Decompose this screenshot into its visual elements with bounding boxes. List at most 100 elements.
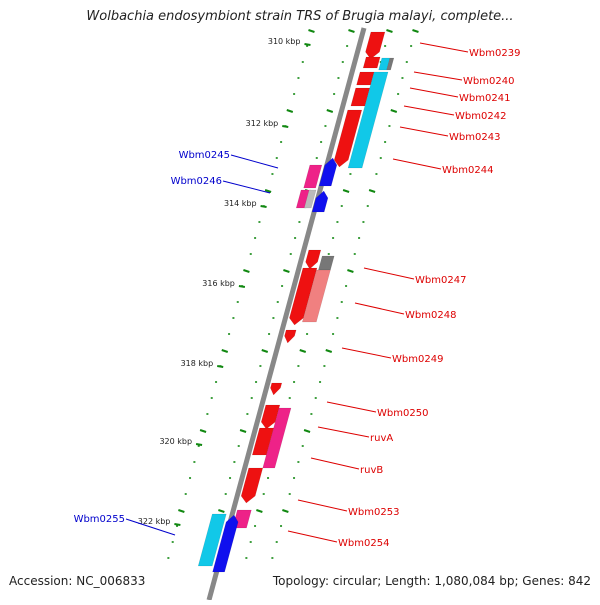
gene-label: Wbm0254 [338, 538, 389, 549]
label-leader-line [297, 499, 348, 512]
forward-dot-track [390, 109, 398, 113]
label-leader-line [222, 180, 271, 194]
kbp-tick-label: 314 kbp [224, 199, 257, 208]
label-leader-line [125, 518, 176, 536]
inner-dot-track [218, 509, 225, 513]
gene-label: ruvB [360, 465, 383, 476]
gene-block [311, 190, 329, 213]
gene-label: Wbm0255 [74, 514, 125, 525]
gene-block [347, 71, 389, 169]
kbp-tick-label: 316 kbp [202, 279, 235, 288]
label-leader-line [310, 457, 360, 470]
kbp-tick [195, 443, 203, 446]
label-leader-line [399, 126, 449, 137]
inner-dot-track [283, 269, 290, 273]
gene-block [212, 514, 239, 573]
genes-layer [197, 31, 395, 573]
gene-block [333, 109, 363, 168]
label-leader-line [230, 154, 279, 169]
inner-dot-track [348, 29, 355, 33]
gene-label: Wbm0247 [415, 275, 466, 286]
accession-text: Accession: NC_006833 [9, 574, 146, 588]
gene-block [305, 249, 322, 270]
gene-label: Wbm0239 [469, 48, 520, 59]
gene-block [318, 157, 338, 187]
kbp-tick-label: 322 kbp [138, 517, 171, 526]
gene-label: Wbm0246 [171, 176, 222, 187]
label-leader-line [354, 302, 405, 315]
forward-inner-dot-track [386, 29, 393, 33]
label-leader-line [403, 105, 455, 116]
label-leader-line [413, 71, 463, 81]
kbp-tick-label: 310 kbp [268, 37, 301, 46]
gene-label: Wbm0249 [392, 354, 443, 365]
gene-block [365, 31, 386, 60]
gene-label: Wbm0248 [405, 310, 456, 321]
gene-label: Wbm0244 [442, 165, 493, 176]
forward-dot-track [347, 269, 354, 273]
kbp-tick [282, 125, 289, 128]
forward-dot-track [368, 189, 376, 193]
gene-label: Wbm0245 [179, 150, 230, 161]
reverse-dot-track [178, 509, 185, 513]
reverse-dot-track [286, 109, 294, 113]
gene-label: Wbm0240 [463, 76, 514, 87]
kbp-tick [304, 43, 311, 46]
gene-block [284, 329, 297, 344]
kbp-tick-label: 312 kbp [246, 119, 279, 128]
gene-label: Wbm0250 [377, 408, 428, 419]
gene-block [251, 427, 274, 456]
label-leader-line [419, 42, 469, 53]
kbp-tick-label: 320 kbp [159, 437, 192, 446]
kbp-tick [174, 523, 181, 526]
genome-backbone [206, 27, 367, 601]
label-leader-line [363, 267, 415, 280]
labels-layer: 310 kbp 312 kbp 314 kbp 316 kbp 318 kbp 320 k… [74, 37, 521, 549]
gene-block [303, 164, 323, 189]
gene-block [240, 467, 264, 504]
gene-block [301, 269, 331, 323]
reverse-dot-track [221, 349, 229, 353]
label-leader-line [392, 158, 442, 170]
kbp-tick-label: 318 kbp [181, 359, 214, 368]
forward-dot-track [282, 509, 289, 513]
reverse-dot-track [264, 189, 272, 193]
gene-block [318, 255, 335, 271]
genome-title: Wolbachia endosymbiont strain TRS of Bru… [86, 9, 514, 24]
gene-block [303, 189, 317, 209]
gene-label: Wbm0241 [459, 93, 510, 104]
label-leader-line [409, 87, 459, 98]
forward-dot-track [325, 349, 333, 353]
reverse-dot-track [199, 429, 207, 433]
forward-dot-track [303, 429, 311, 433]
reverse-dot-track [243, 269, 250, 273]
forward-inner-dot-track [299, 349, 307, 353]
gene-block [289, 267, 318, 326]
kbp-tick [238, 285, 246, 288]
gene-label: Wbm0242 [455, 111, 506, 122]
forward-dot-track [412, 29, 419, 33]
gene-block [260, 404, 281, 430]
label-leader-line [326, 401, 377, 413]
forward-inner-dot-track [342, 189, 350, 193]
gene-block [270, 382, 283, 396]
reverse-dot-track [308, 29, 315, 33]
forward-inner-dot-track [256, 509, 263, 513]
label-leader-line [341, 347, 392, 359]
gene-label: Wbm0243 [449, 132, 500, 143]
kbp-tick [260, 205, 267, 208]
genome-summary-text: Topology: circular; Length: 1,080,084 bp… [272, 574, 591, 588]
gene-label: Wbm0253 [348, 507, 399, 518]
inner-dot-track [326, 109, 334, 113]
gene-block [197, 513, 227, 567]
inner-dot-track [239, 429, 247, 433]
gene-label: ruvA [370, 433, 393, 444]
inner-dot-track [261, 349, 269, 353]
label-leader-line [317, 426, 370, 438]
kbp-tick [217, 365, 224, 368]
label-leader-line [287, 530, 338, 543]
gene-block [362, 56, 381, 69]
gene-block [386, 57, 395, 71]
